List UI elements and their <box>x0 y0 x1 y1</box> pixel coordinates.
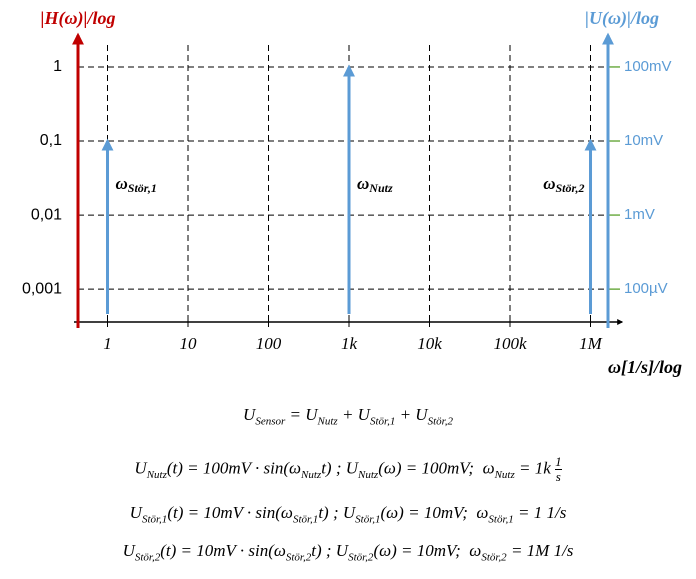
stem-label: ωStör,1 <box>116 174 157 195</box>
eq-sub: Sensor <box>255 415 286 428</box>
y2-tick-label: 1mV <box>624 206 655 223</box>
x-tick-label: 1k <box>341 334 358 353</box>
eq-text: U <box>243 405 256 424</box>
label-main: ω <box>116 174 128 193</box>
x-tick-label: 1 <box>103 334 112 353</box>
eq-sub: Nutz <box>301 468 322 481</box>
eq-sub: Stör,1 <box>488 513 514 526</box>
eq-sub: Nutz <box>317 415 338 428</box>
label-sub: Stör,2 <box>555 181 584 195</box>
equation: UStör,2(t) = 10mV · sin(ωStör,2t) ; UStö… <box>0 541 696 563</box>
x-tick-label: 10 <box>180 334 198 353</box>
eq-text: (t) = 100mV · sin(ω <box>166 458 302 478</box>
x-tick-label: 100 <box>256 334 282 353</box>
eq-text: U <box>134 458 147 478</box>
y-tick-label: 0,1 <box>40 132 62 149</box>
y2-tick-label: 100µV <box>624 280 668 297</box>
label-sub: Stör,1 <box>128 181 157 195</box>
eq-sub: Stör,2 <box>348 551 374 564</box>
x-tick-label: 100k <box>493 334 527 353</box>
eq-num: 1 <box>555 454 562 470</box>
eq-text: U <box>122 541 135 560</box>
eq-text: + U <box>337 405 370 424</box>
eq-sub: Stör,2 <box>285 551 312 564</box>
eq-sub: Nutz <box>358 468 379 481</box>
eq-sub: Stör,1 <box>355 513 381 526</box>
eq-text: U <box>129 503 142 522</box>
stem-label: ωStör,2 <box>543 174 584 195</box>
eq-sub: Stör,1 <box>369 415 396 428</box>
eq-sub: Stör,2 <box>134 551 161 564</box>
x-tick-label: 10k <box>417 334 442 353</box>
y-tick-label: 0,001 <box>22 280 62 297</box>
eq-text: (t) = 10mV · sin(ω <box>160 541 286 560</box>
y2-tick-label: 100mV <box>624 58 672 75</box>
equation: UStör,1(t) = 10mV · sin(ωStör,1t) ; UStö… <box>0 503 696 525</box>
eq-text: + U <box>395 405 428 424</box>
eq-text: = 1k <box>514 458 556 478</box>
y-tick-label: 0,01 <box>31 206 62 223</box>
eq-sub: Stör,1 <box>292 513 319 526</box>
eq-text: = U <box>285 405 318 424</box>
label-main: ω <box>543 174 555 193</box>
y-axis-label: |H(ω)|/log <box>41 8 116 29</box>
x-axis-label: ω[1/s]/log <box>608 357 682 377</box>
eq-text: t) ; U <box>318 503 356 522</box>
eq-text: t) ; U <box>311 541 349 560</box>
label-main: ω <box>357 174 369 193</box>
chart: |H(ω)|/log |U(ω)|/log ω[1/s]/log 1 0,1 0,0… <box>22 8 682 377</box>
eq-sub: Stör,2 <box>481 551 507 564</box>
eq-sub: Nutz <box>494 468 515 481</box>
equation: USensor = UNutz + UStör,1 + UStör,2 <box>0 405 696 427</box>
eq-den: s <box>555 469 561 484</box>
y2-axis-label: |U(ω)|/log <box>585 8 659 29</box>
eq-sub: Nutz <box>146 468 167 481</box>
eq-text: = 1M 1/s <box>506 541 574 560</box>
eq-sub: Stör,2 <box>427 415 453 428</box>
equation: UNutz(t) = 100mV · sin(ωNutzt) ; UNutz(ω… <box>0 455 696 484</box>
eq-text: (ω) = 100mV; ω <box>378 458 495 478</box>
label-sub: Nutz <box>368 181 393 195</box>
stem-label: ωNutz <box>357 174 393 195</box>
eq-sub: Stör,1 <box>141 513 168 526</box>
y-tick-label: 1 <box>53 58 62 75</box>
x-tick-label: 1M <box>579 334 603 353</box>
y2-tick-label: 10mV <box>624 132 663 149</box>
eq-text: t) ; U <box>321 458 359 478</box>
eq-text: (t) = 10mV · sin(ω <box>167 503 293 522</box>
eq-text: (ω) = 10mV; ω <box>380 503 489 522</box>
eq-text: (ω) = 10mV; ω <box>373 541 482 560</box>
eq-text: = 1 1/s <box>513 503 567 522</box>
